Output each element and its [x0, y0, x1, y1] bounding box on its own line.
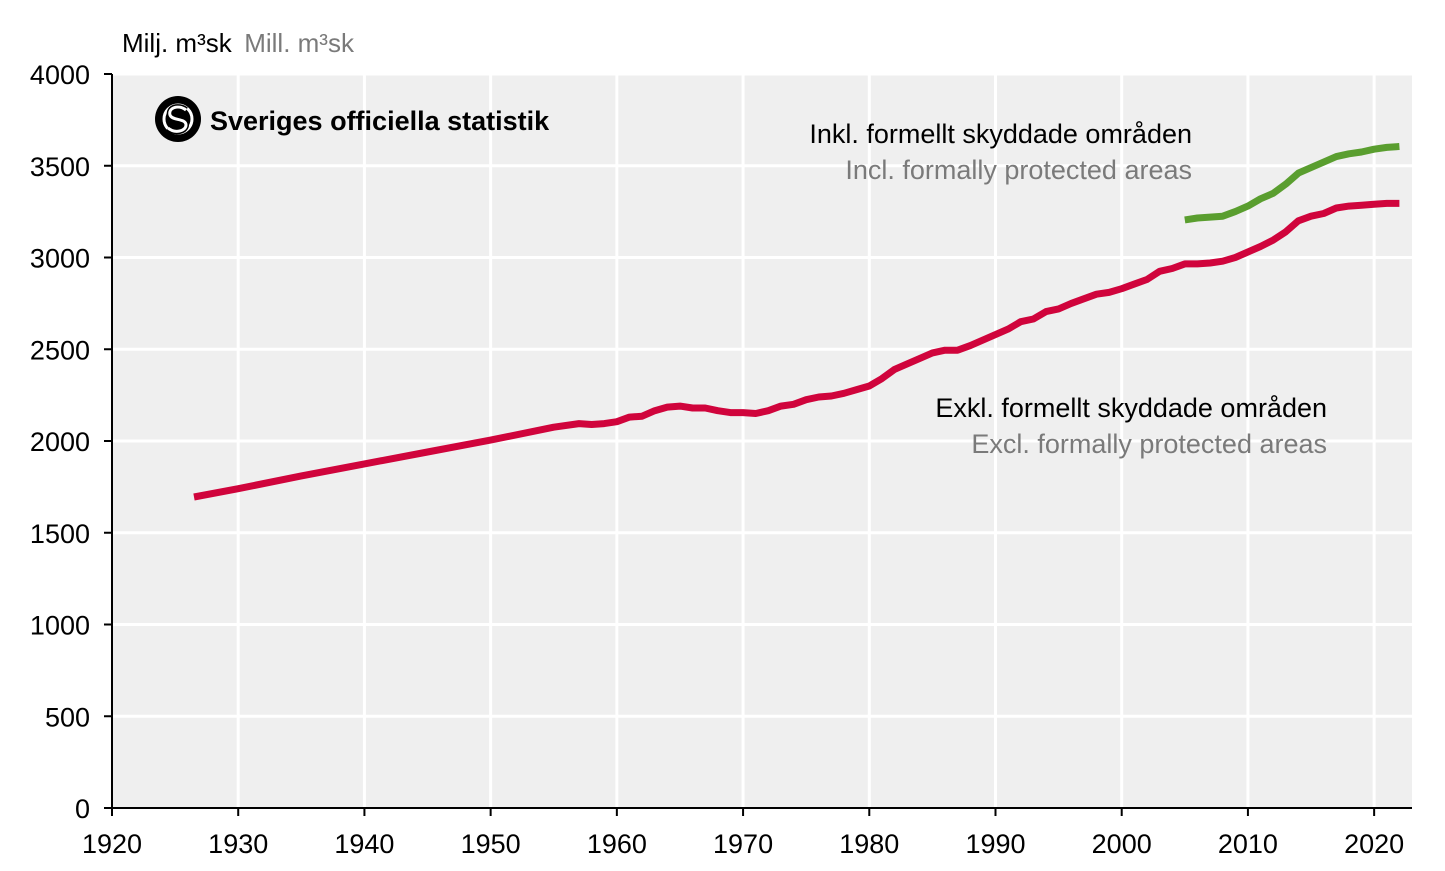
x-tick-label-2020: 2020 [1344, 829, 1404, 859]
annotation-incl: Inkl. formellt skyddade områden Incl. fo… [809, 119, 1192, 185]
unit-label-sv: Milj. m³sk [122, 28, 233, 58]
annotation-excl-en: Excl. formally protected areas [971, 429, 1327, 459]
y-axis-ticks: 0 500 1000 1500 2000 2500 3000 3500 4000 [30, 60, 112, 824]
x-tick-label-2000: 2000 [1092, 829, 1152, 859]
x-tick-label-1950: 1950 [461, 829, 521, 859]
x-tick-label-1960: 1960 [587, 829, 647, 859]
x-tick-label-2010: 2010 [1218, 829, 1278, 859]
x-tick-label-1980: 1980 [839, 829, 899, 859]
horizontal-gridlines [112, 72, 1412, 718]
x-tick-label-1990: 1990 [965, 829, 1025, 859]
x-tick-label-1920: 1920 [82, 829, 142, 859]
series-line-incl [1184, 143, 1400, 224]
unit-label: Milj. m³sk Mill. m³sk [122, 28, 355, 58]
x-axis-ticks: 1920 1930 1940 1950 1960 1970 1980 1990 2000 2010… [82, 808, 1404, 859]
annotation-incl-sv: Inkl. formellt skyddade områden [809, 119, 1192, 149]
y-tick-label-2000: 2000 [30, 427, 90, 457]
y-tick-label-4000: 4000 [30, 60, 90, 90]
series-lines [193, 143, 1400, 501]
brand-logo: Sveriges officiella statistik [155, 96, 550, 142]
unit-label-en: Mill. m³sk [244, 28, 355, 58]
y-tick-label-1500: 1500 [30, 519, 90, 549]
x-tick-label-1940: 1940 [334, 829, 394, 859]
sos-logo-icon [155, 96, 201, 142]
x-tick-label-1930: 1930 [208, 829, 268, 859]
x-tick-label-1970: 1970 [713, 829, 773, 859]
y-tick-label-0: 0 [75, 794, 90, 824]
y-tick-label-2500: 2500 [30, 335, 90, 365]
y-tick-label-1000: 1000 [30, 611, 90, 641]
annotation-excl-sv: Exkl. formellt skyddade områden [935, 393, 1327, 423]
y-tick-label-500: 500 [45, 702, 90, 732]
annotation-excl: Exkl. formellt skyddade områden Excl. fo… [935, 393, 1327, 459]
y-tick-label-3500: 3500 [30, 152, 90, 182]
annotation-incl-en: Incl. formally protected areas [845, 155, 1192, 185]
brand-name: Sveriges officiella statistik [210, 106, 550, 136]
series-line-excl [193, 199, 1400, 501]
y-tick-label-3000: 3000 [30, 244, 90, 274]
